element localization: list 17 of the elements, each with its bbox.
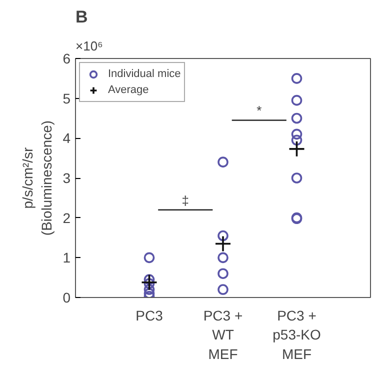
y-tick-label: 3 <box>62 170 71 186</box>
x-tick-label: PC3 + p53-KO MEF <box>272 308 321 362</box>
y-tick-label: 4 <box>62 130 71 146</box>
y-tick-label: 1 <box>62 250 71 266</box>
annotation: ‡ <box>182 192 190 208</box>
text: ×10⁶ <box>76 38 103 54</box>
legend-label: Average <box>108 83 149 97</box>
legend-label: Individual mice <box>108 67 181 81</box>
y-tick-label: 0 <box>62 290 71 306</box>
y-tick-label: 2 <box>62 210 71 226</box>
y-axis-title: p/s/cm²/sr (Bioluminescence) <box>20 120 55 236</box>
annotation: * <box>256 103 262 118</box>
y-tick-label: 6 <box>62 50 71 66</box>
x-tick-label: PC3 + WT MEF <box>203 308 243 362</box>
x-tick-label: PC3 <box>136 308 164 324</box>
chart-title: B <box>76 8 88 26</box>
y-tick-label: 5 <box>62 90 71 106</box>
